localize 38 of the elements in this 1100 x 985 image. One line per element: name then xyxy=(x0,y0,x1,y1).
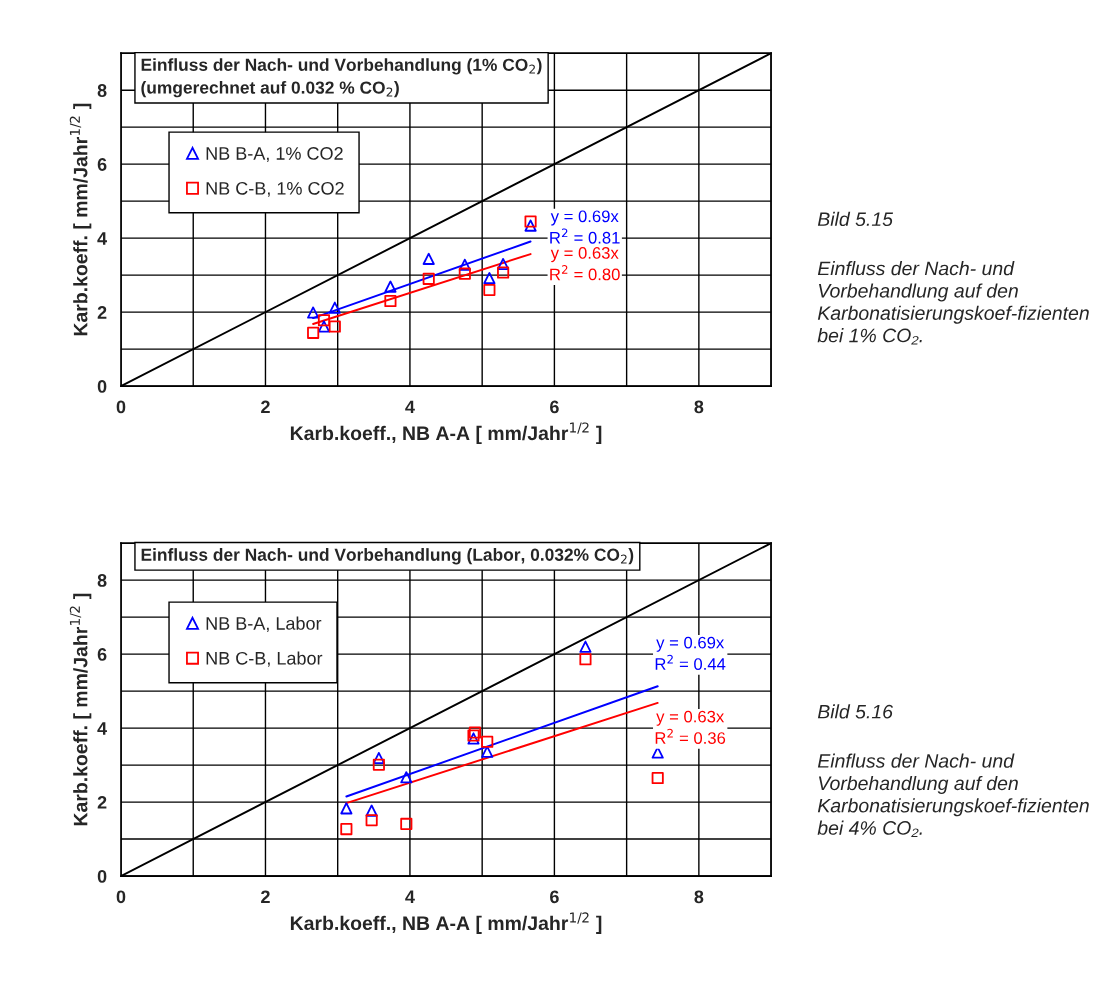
y-axis-title: Karb.koeff. [ mm/Jahr$^{1/2}$ ] xyxy=(69,593,92,826)
legend-label: NB C-B, Labor xyxy=(206,651,323,667)
legend-label: NB B-A, 1% CO2 xyxy=(206,147,343,162)
y-tick-label: 8 xyxy=(97,574,107,587)
y-tick-label: 8 xyxy=(97,84,107,97)
y-tick-label: 4 xyxy=(97,232,108,245)
x-tick-label: 0 xyxy=(116,890,126,904)
chart-title: Einfluss der Nach- und Vorbehandlung (Labor, 0.032% CO$_{2}$) xyxy=(141,548,634,565)
x-tick-label: 2 xyxy=(261,890,270,904)
y-tick-label: 2 xyxy=(97,306,107,319)
series-label: y = 0.63x R$^{2}$ = 0.36 xyxy=(655,710,726,744)
x-tick-label: 8 xyxy=(694,890,704,904)
x-tick-label: 6 xyxy=(550,890,559,904)
x-axis-title: Karb.koeff., NB A-A [ mm/Jahr$^{1/2}$ ] xyxy=(290,912,602,934)
series-label: y = 0.69x R$^{2}$ = 0.44 xyxy=(655,636,726,670)
text: Bild 5.15 xyxy=(817,211,894,227)
y-tick-label: 0 xyxy=(97,380,107,393)
y-tick-label: 4 xyxy=(97,722,108,735)
y-tick-label: 2 xyxy=(97,796,107,809)
x-tick-label: 4 xyxy=(405,400,415,414)
x-tick-label: 4 xyxy=(405,890,415,904)
text: Bild 5.16 xyxy=(817,704,893,719)
x-tick-label: 0 xyxy=(116,400,126,414)
legend-label: NB B-A, Labor xyxy=(206,616,322,632)
x-tick-label: 8 xyxy=(694,400,704,414)
y-axis-title: Karb.koeff. [ mm/Jahr$^{1/2}$ ] xyxy=(69,103,92,336)
y-tick-label: 6 xyxy=(97,648,107,661)
x-tick-label: 6 xyxy=(550,400,559,414)
text: Einfluss der Nach- und Vorbehandlung auf den Karbonatisierungskoef-fizienten bei 1% CO₂. xyxy=(817,261,1089,345)
y-tick-label: 6 xyxy=(97,158,107,171)
x-axis-title: Karb.koeff., NB A-A [ mm/Jahr$^{1/2}$ ] xyxy=(290,422,602,444)
chart-title: Einfluss der Nach- und Vorbehandlung (1% CO$_{2}$) (umgerechnet auf 0.032 % CO$_{2}$) xyxy=(141,58,542,98)
y-tick-label: 0 xyxy=(97,869,107,883)
series-label: y = 0.69x R$^{2}$ = 0.81 xyxy=(550,210,620,244)
x-tick-label: 2 xyxy=(261,400,270,414)
text: Einfluss der Nach- und Vorbehandlung auf den Karbonatisierungskoef-fizienten bei 4% CO₂. xyxy=(817,753,1089,837)
series-label: y = 0.63x R$^{2}$ = 0.80 xyxy=(550,247,620,281)
legend-label: NB C-B, 1% CO2 xyxy=(206,181,344,197)
